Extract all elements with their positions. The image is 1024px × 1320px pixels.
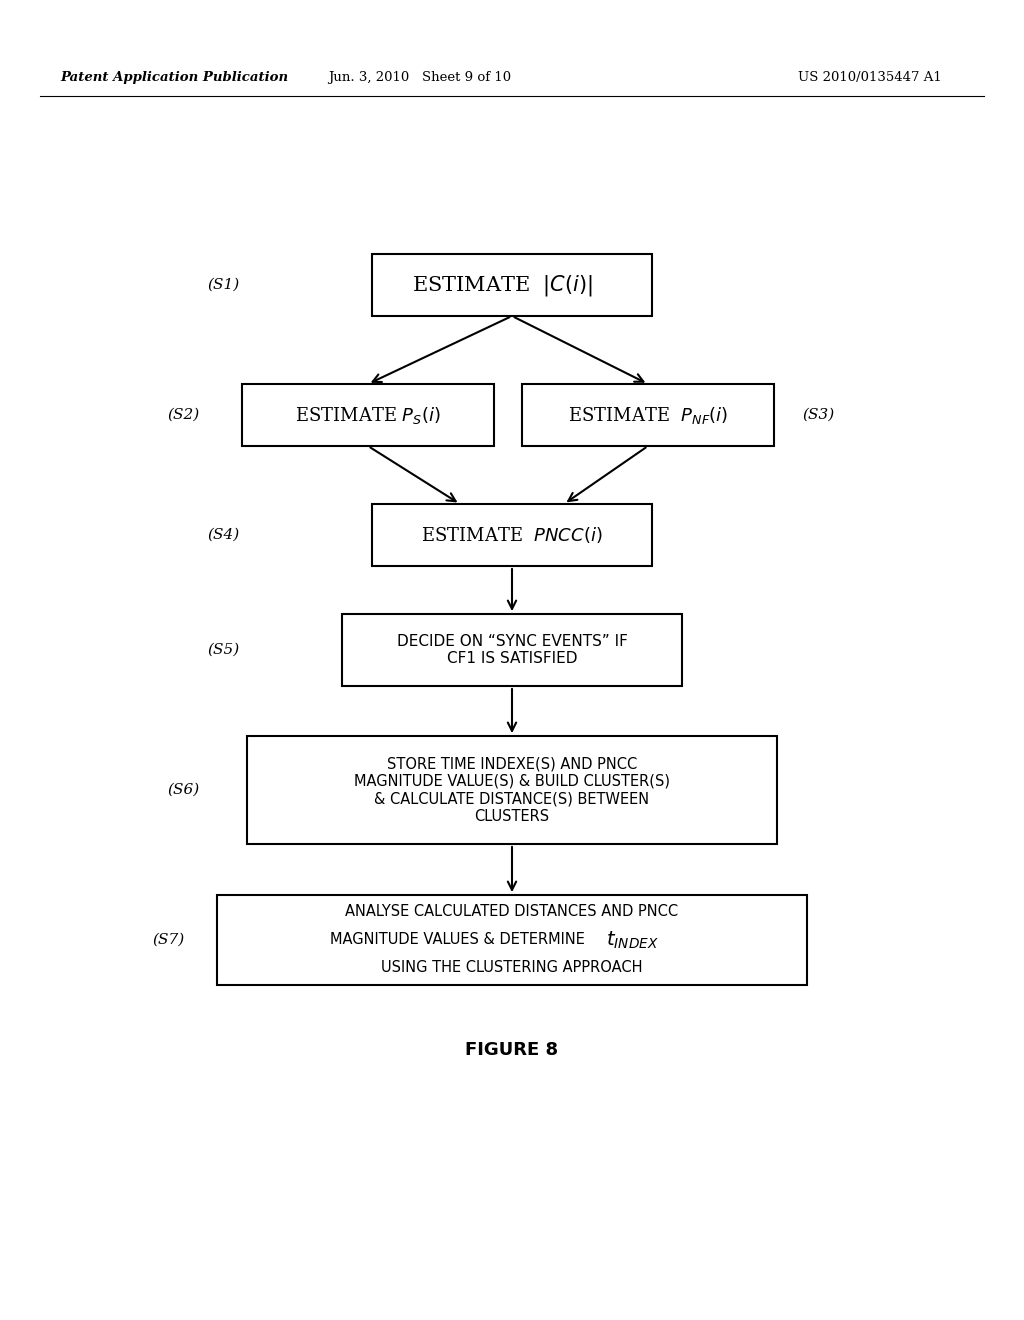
Text: USING THE CLUSTERING APPROACH: USING THE CLUSTERING APPROACH — [381, 961, 643, 975]
Text: $\mathbf{\mathit{t}}_{\mathbf{\mathit{INDEX}}}$: $\mathbf{\mathit{t}}_{\mathbf{\mathit{IN… — [605, 929, 658, 950]
Text: (S7): (S7) — [153, 933, 185, 946]
Text: Jun. 3, 2010   Sheet 9 of 10: Jun. 3, 2010 Sheet 9 of 10 — [329, 71, 512, 84]
Text: ESTIMATE $\mathbf{\mathit{P}}_{\mathbf{\mathit{S}}}(\mathbf{\mathit{i}})$: ESTIMATE $\mathbf{\mathit{P}}_{\mathbf{\… — [295, 404, 441, 425]
Text: US 2010/0135447 A1: US 2010/0135447 A1 — [798, 71, 942, 84]
Bar — [242, 384, 494, 446]
Text: (S3): (S3) — [802, 408, 835, 422]
Text: (S2): (S2) — [168, 408, 200, 422]
Bar — [372, 253, 652, 315]
Text: FIGURE 8: FIGURE 8 — [466, 1041, 558, 1059]
Bar — [217, 895, 807, 985]
Text: (S1): (S1) — [208, 279, 240, 292]
Bar — [372, 504, 652, 566]
Text: DECIDE ON “SYNC EVENTS” IF
CF1 IS SATISFIED: DECIDE ON “SYNC EVENTS” IF CF1 IS SATISF… — [396, 634, 628, 667]
Text: ESTIMATE  $\mathbf{\mathit{P}}_{\mathbf{\mathit{NF}}}(\mathbf{\mathit{i}})$: ESTIMATE $\mathbf{\mathit{P}}_{\mathbf{\… — [568, 404, 728, 425]
Text: ESTIMATE  $|\mathbf{\mathit{C}}(\mathit{i})|$: ESTIMATE $|\mathbf{\mathit{C}}(\mathit{i… — [412, 272, 592, 297]
Text: Patent Application Publication: Patent Application Publication — [60, 71, 288, 84]
Text: (S6): (S6) — [168, 783, 200, 797]
Bar — [247, 737, 777, 843]
Bar — [342, 614, 682, 686]
Bar — [522, 384, 774, 446]
Text: ANALYSE CALCULATED DISTANCES AND PNCC: ANALYSE CALCULATED DISTANCES AND PNCC — [345, 904, 679, 920]
Text: (S4): (S4) — [208, 528, 240, 543]
Text: MAGNITUDE VALUES & DETERMINE: MAGNITUDE VALUES & DETERMINE — [330, 932, 585, 948]
Text: (S5): (S5) — [208, 643, 240, 657]
Text: ESTIMATE  $\mathbf{\mathit{PNCC}}(\mathit{i})$: ESTIMATE $\mathbf{\mathit{PNCC}}(\mathit… — [421, 525, 603, 545]
Text: STORE TIME INDEXE(S) AND PNCC
MAGNITUDE VALUE(S) & BUILD CLUSTER(S)
& CALCULATE : STORE TIME INDEXE(S) AND PNCC MAGNITUDE … — [354, 756, 670, 824]
